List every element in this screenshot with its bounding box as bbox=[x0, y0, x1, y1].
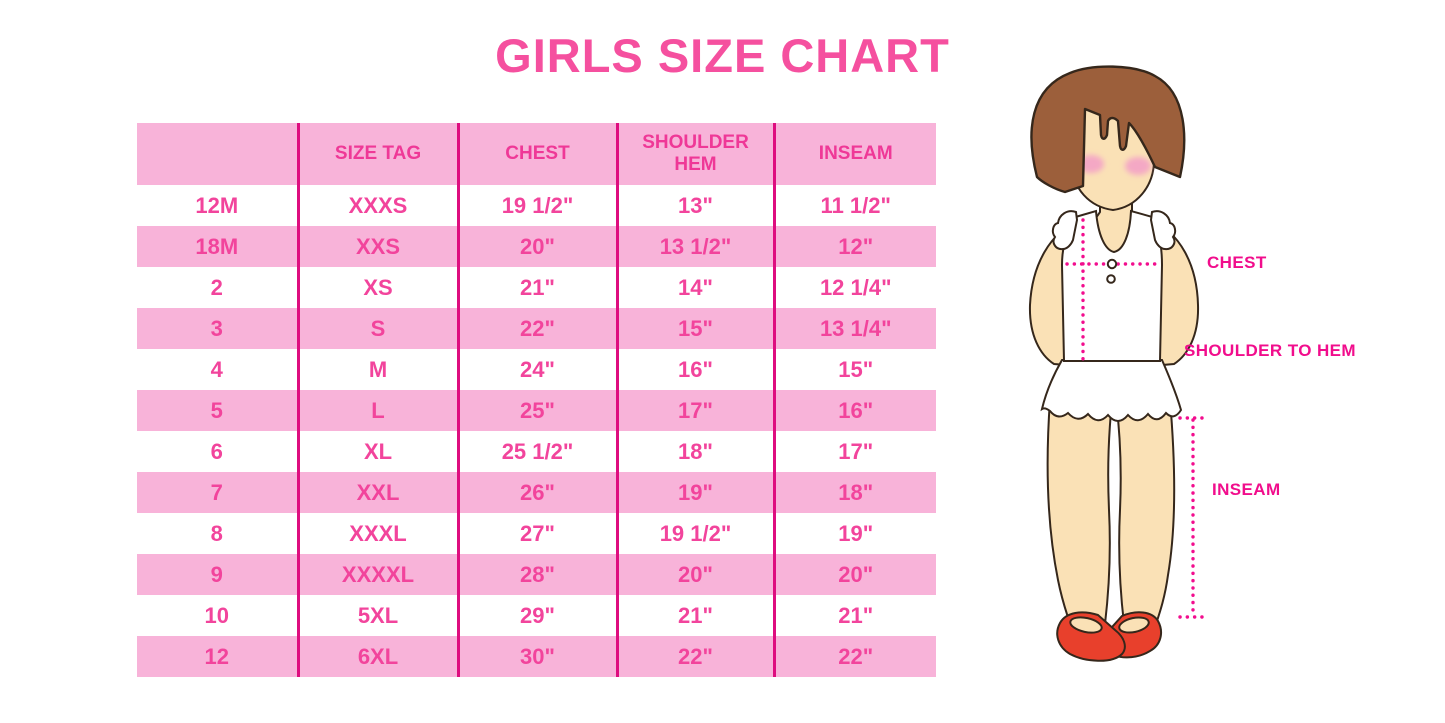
girl-left-shoe bbox=[1056, 611, 1126, 662]
girl-hair bbox=[1030, 65, 1186, 194]
table-cell: 13 1/2" bbox=[615, 226, 774, 267]
table-cell: 15" bbox=[772, 349, 936, 390]
table-row: 7 XXL 26" 19" 18" bbox=[137, 472, 936, 513]
girl-left-leg bbox=[1046, 399, 1114, 625]
table-cell: 19" bbox=[772, 513, 936, 554]
table-cell: 19" bbox=[615, 472, 774, 513]
table-cell: 10 bbox=[204, 602, 229, 628]
table-cell: 5 bbox=[137, 390, 298, 431]
table-cell: 21" bbox=[456, 267, 617, 308]
table-row: 6 XL 25 1/2" 18" 17" bbox=[137, 431, 936, 472]
table-cell: 19 1/2" bbox=[456, 185, 617, 226]
table-cell: XXL bbox=[296, 472, 458, 513]
table-cell: M bbox=[296, 349, 458, 390]
table-cell: 2 bbox=[210, 274, 223, 300]
table-cell: 26" bbox=[456, 472, 617, 513]
table-cell: 22" bbox=[615, 636, 774, 677]
table-cell: 8 bbox=[210, 520, 223, 546]
table-cell: 15" bbox=[615, 308, 774, 349]
table-cell: 17" bbox=[615, 390, 774, 431]
page-title: GIRLS SIZE CHART bbox=[495, 29, 950, 82]
table-row: 4 M 24" 16" 15" bbox=[137, 349, 936, 390]
table-cell: 20" bbox=[772, 554, 936, 595]
table-cell: 9 bbox=[137, 554, 298, 595]
table-cell: 21" bbox=[772, 595, 936, 636]
header-cell-inseam: INSEAM bbox=[772, 123, 936, 185]
header-cell-size-tag: SIZE TAG bbox=[296, 123, 458, 185]
table-cell: 11 1/2" bbox=[772, 185, 936, 226]
shoulder-to-hem-label: SHOULDER TO HEM bbox=[1184, 341, 1356, 360]
table-cell: XXXS bbox=[296, 185, 458, 226]
table-cell: 20" bbox=[615, 554, 774, 595]
table-cell: 12 bbox=[137, 636, 298, 677]
table-cell: 29" bbox=[456, 595, 617, 636]
table-cell: 12M bbox=[195, 192, 239, 218]
table-cell: 18" bbox=[772, 472, 936, 513]
table-cell: 14" bbox=[615, 267, 774, 308]
table-cell: 4 bbox=[210, 356, 223, 382]
table-cell: 6XL bbox=[296, 636, 458, 677]
table-row: 9 XXXXL 28" 20" 20" bbox=[137, 554, 936, 595]
header-cell-size bbox=[137, 123, 298, 185]
size-table: SIZE TAG CHEST SHOULDER HEM INSEAM 12M XX… bbox=[137, 123, 936, 677]
table-cell: 25 1/2" bbox=[456, 431, 617, 472]
table-row: 12 6XL 30" 22" 22" bbox=[137, 636, 936, 677]
header-cell-chest: CHEST bbox=[456, 123, 617, 185]
inseam-label: INSEAM bbox=[1212, 480, 1281, 499]
table-row: 2 XS 21" 14" 12 1/4" bbox=[137, 267, 936, 308]
table-cell: 17" bbox=[772, 431, 936, 472]
table-cell: 21" bbox=[615, 595, 774, 636]
table-row: 10 5XL 29" 21" 21" bbox=[137, 595, 936, 636]
chest-label: CHEST bbox=[1207, 253, 1267, 272]
table-cell: S bbox=[296, 308, 458, 349]
table-cell: 16" bbox=[615, 349, 774, 390]
girl-illustration bbox=[1028, 65, 1204, 662]
table-cell: XXXL bbox=[296, 513, 458, 554]
table-cell: XS bbox=[296, 267, 458, 308]
header-row: SIZE TAG CHEST SHOULDER HEM INSEAM bbox=[137, 123, 936, 185]
table-cell: L bbox=[296, 390, 458, 431]
table-cell: 5XL bbox=[296, 595, 458, 636]
girl-skirt bbox=[1040, 359, 1183, 422]
girl-top-button-2 bbox=[1106, 274, 1116, 284]
table-row: 5 L 25" 17" 16" bbox=[137, 390, 936, 431]
table-cell: 19 1/2" bbox=[615, 513, 774, 554]
table-cell: 12 1/4" bbox=[772, 267, 936, 308]
size-table-body: 12M XXXS 19 1/2" 13" 11 1/2" 18M XXS 20" 13 1/2"… bbox=[137, 185, 936, 677]
table-row: 12M XXXS 19 1/2" 13" 11 1/2" bbox=[137, 185, 936, 226]
table-cell: 13 1/4" bbox=[772, 308, 936, 349]
table-cell: 27" bbox=[456, 513, 617, 554]
size-table-header: SIZE TAG CHEST SHOULDER HEM INSEAM bbox=[137, 123, 936, 185]
table-cell: 30" bbox=[456, 636, 617, 677]
girl-left-ruffle bbox=[1051, 210, 1079, 251]
table-cell: 3 bbox=[137, 308, 298, 349]
girl-right-blush bbox=[1125, 157, 1151, 175]
table-cell: 28" bbox=[456, 554, 617, 595]
table-cell: 18M bbox=[137, 226, 298, 267]
table-cell: 24" bbox=[456, 349, 617, 390]
table-cell: XXS bbox=[296, 226, 458, 267]
table-cell: 18" bbox=[615, 431, 774, 472]
girl-right-leg bbox=[1114, 399, 1176, 625]
table-cell: XL bbox=[296, 431, 458, 472]
table-cell: 6 bbox=[210, 438, 223, 464]
table-cell: 20" bbox=[456, 226, 617, 267]
table-cell: 7 bbox=[137, 472, 298, 513]
table-cell: 16" bbox=[772, 390, 936, 431]
girl-right-ruffle bbox=[1149, 210, 1177, 251]
table-cell: 25" bbox=[456, 390, 617, 431]
table-row: 3 S 22" 15" 13 1/4" bbox=[137, 308, 936, 349]
table-row: 18M XXS 20" 13 1/2" 12" bbox=[137, 226, 936, 267]
table-cell: 13" bbox=[615, 185, 774, 226]
girl-top-button-1 bbox=[1106, 258, 1118, 270]
table-cell: XXXXL bbox=[296, 554, 458, 595]
table-row: 8 XXXL 27" 19 1/2" 19" bbox=[137, 513, 936, 554]
table-cell: 22" bbox=[456, 308, 617, 349]
table-cell: 22" bbox=[772, 636, 936, 677]
table-cell: 12" bbox=[772, 226, 936, 267]
header-cell-shoulder-hem: SHOULDER HEM bbox=[615, 123, 774, 185]
